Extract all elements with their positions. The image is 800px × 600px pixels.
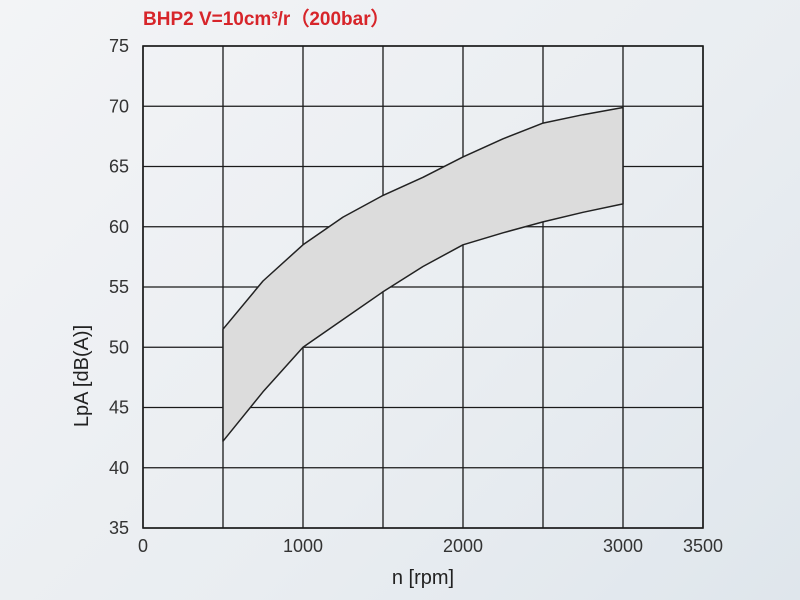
y-tick-label: 65 — [109, 157, 129, 177]
x-tick-label: 3000 — [603, 536, 643, 556]
x-tick-label: 2000 — [443, 536, 483, 556]
y-tick-label: 35 — [109, 518, 129, 538]
plot-border — [142, 45, 704, 529]
y-tick-labels: 35 40 45 50 55 60 65 70 75 — [109, 36, 129, 538]
x-tick-label: 1000 — [283, 536, 323, 556]
x-tick-label: 0 — [138, 536, 148, 556]
y-tick-label: 60 — [109, 217, 129, 237]
noise-band — [222, 106, 624, 442]
y-tick-label: 55 — [109, 277, 129, 297]
y-tick-label: 50 — [109, 337, 129, 357]
x-tick-labels: 0 1000 2000 3000 3500 — [138, 536, 723, 556]
x-tick-label: 3500 — [683, 536, 723, 556]
y-tick-label: 70 — [109, 96, 129, 116]
noise-band-area — [222, 106, 624, 442]
y-tick-label: 75 — [109, 36, 129, 56]
plot-frame — [142, 45, 704, 529]
x-axis-label: n [rpm] — [392, 567, 454, 589]
chart-title: BHP2 V=10cm³/r（200bar） — [143, 9, 390, 30]
y-tick-label: 45 — [109, 398, 129, 418]
y-tick-label: 40 — [109, 458, 129, 478]
y-axis-label: LpA [dB(A)] — [71, 325, 93, 427]
